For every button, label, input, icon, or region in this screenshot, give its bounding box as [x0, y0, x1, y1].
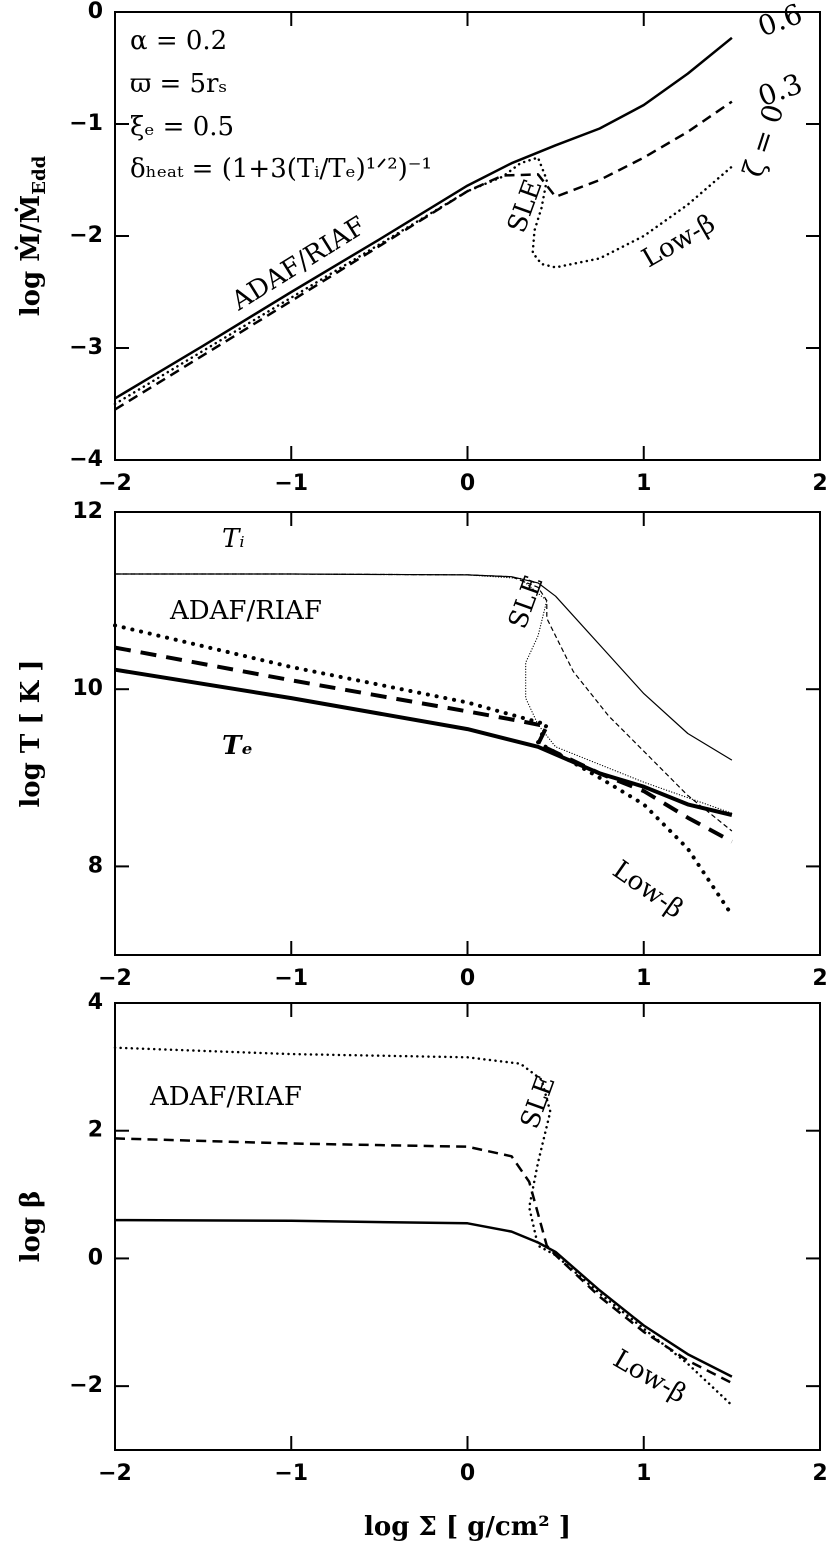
x-tick-label: −1: [274, 471, 308, 496]
annotation: Low-β: [637, 209, 720, 274]
series-line: [114, 100, 733, 411]
y-tick-label: 12: [72, 499, 103, 524]
series-line: [114, 645, 733, 844]
series-line: [113, 156, 734, 406]
y-axis-label-main: log Ṁ/Ṁ: [14, 195, 46, 317]
y-tick-label: −3: [69, 335, 103, 360]
x-tick-label: −2: [98, 966, 132, 991]
y-tick-label: 0: [88, 0, 103, 24]
annotation: ADAF/RIAF: [226, 211, 372, 317]
annotation: ϖ = 5rₛ: [130, 69, 227, 99]
series-label: ζ = 0: [736, 100, 790, 181]
plot-frame: [114, 1002, 821, 1451]
series-line: [114, 36, 733, 400]
y-tick-label: 8: [88, 853, 103, 878]
x-tick-label: 0: [460, 1461, 475, 1486]
y-axis-label: log β: [16, 1191, 46, 1263]
annotation: δₕₑₐₜ = (1+3(Tᵢ/Tₑ)¹ᐟ²)⁻¹: [130, 154, 432, 184]
series-line: [115, 573, 733, 761]
y-axis-label-main: log β: [16, 1191, 46, 1263]
y-axis-label-sub: Edd: [29, 155, 50, 194]
x-tick-label: 1: [636, 1461, 651, 1486]
y-tick-label: 2: [88, 1118, 103, 1143]
annotation: SLE: [502, 176, 549, 237]
y-tick-label: 10: [72, 676, 103, 701]
annotation: ADAF/RIAF: [169, 596, 322, 626]
y-axis-label: log Ṁ/ṀEdd: [14, 155, 50, 316]
x-tick-label: 2: [812, 1461, 827, 1486]
x-tick-label: −1: [274, 1461, 308, 1486]
y-tick-label: 0: [88, 1245, 103, 1270]
series-label: 0.6: [754, 0, 807, 43]
x-tick-label: 0: [460, 471, 475, 496]
y-tick-label: −4: [69, 447, 103, 472]
x-tick-label: 1: [636, 471, 651, 496]
y-tick-label: −1: [69, 111, 103, 136]
y-axis-label-main: log T [ K ]: [16, 659, 46, 807]
series-line: [114, 667, 733, 817]
series-line: [113, 1046, 734, 1407]
x-tick-label: 0: [460, 966, 475, 991]
x-axis-label: log Σ [ g/cm² ]: [364, 1512, 571, 1542]
series-line: [114, 1137, 733, 1385]
y-axis-label: log T [ K ]: [16, 659, 46, 807]
y-tick-label: 4: [88, 990, 103, 1015]
x-tick-label: −2: [98, 1461, 132, 1486]
annotation: SLE: [503, 572, 550, 633]
x-tick-label: −2: [98, 471, 132, 496]
annotation: ADAF/RIAF: [149, 1082, 302, 1112]
annotation: α = 0.2: [130, 26, 227, 56]
y-tick-label: −2: [69, 223, 103, 248]
y-tick-label: −2: [69, 1373, 103, 1398]
series-line: [114, 573, 733, 814]
x-tick-label: 1: [636, 966, 651, 991]
x-tick-label: 2: [812, 966, 827, 991]
x-tick-label: 2: [812, 471, 827, 496]
annotation: SLE: [515, 1072, 562, 1133]
annotation: Tₑ: [222, 731, 253, 761]
series-line: [113, 623, 734, 918]
x-tick-label: −1: [274, 966, 308, 991]
annotation: ξₑ = 0.5: [130, 112, 234, 142]
annotation: Tᵢ: [222, 524, 245, 554]
annotation: Low-β: [607, 855, 689, 925]
